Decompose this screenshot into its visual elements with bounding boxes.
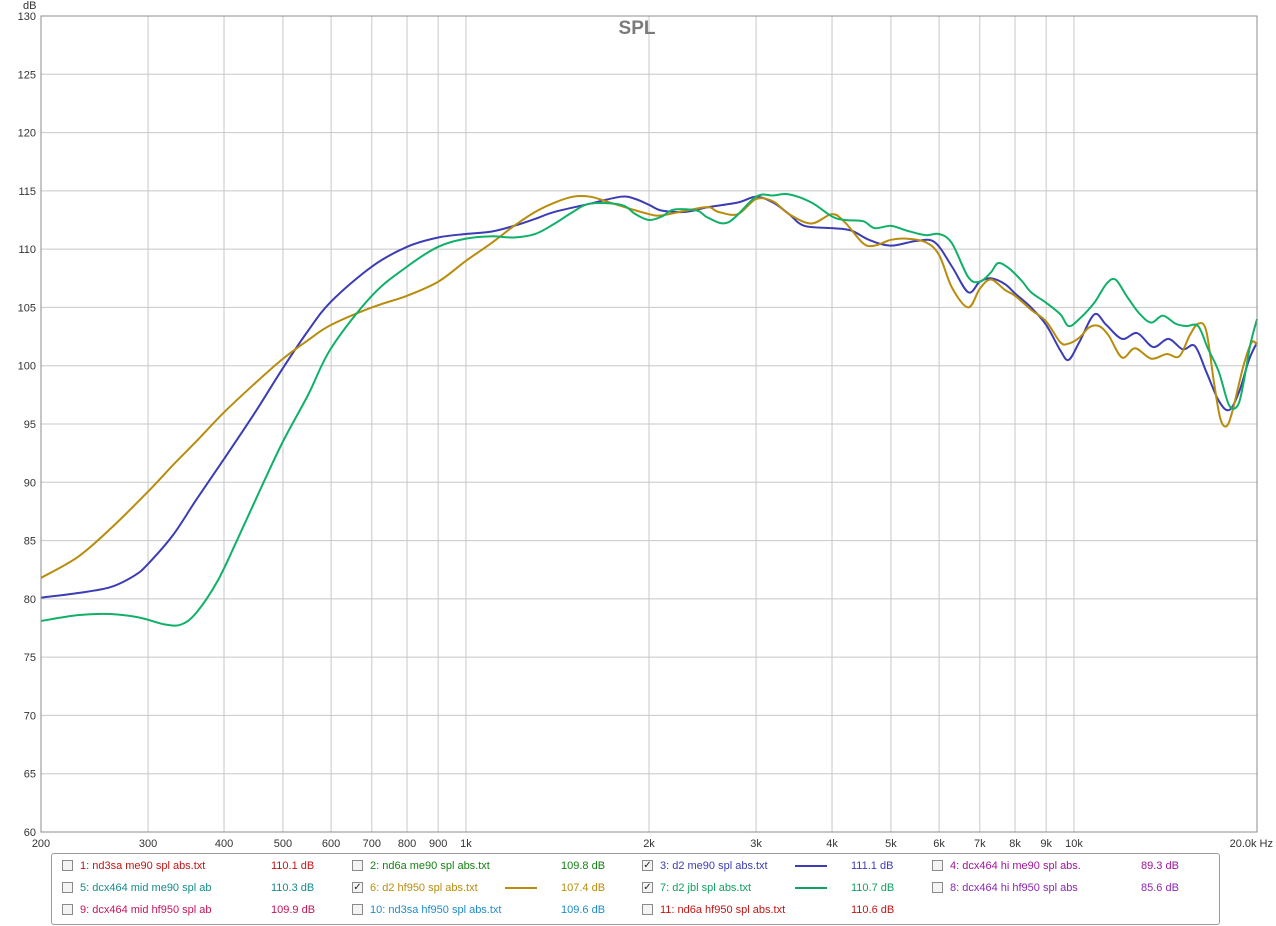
y-axis-unit-label: dB bbox=[23, 0, 36, 12]
x-tick-label: 20.0k Hz bbox=[1230, 838, 1273, 850]
legend-label: 1: nd3sa me90 spl abs.txt bbox=[80, 860, 206, 872]
y-tick-label: 90 bbox=[24, 477, 36, 489]
y-tick-label: 125 bbox=[18, 69, 36, 81]
legend-checkbox[interactable] bbox=[932, 860, 943, 871]
y-tick-label: 70 bbox=[24, 710, 36, 722]
legend-item: ✓ 3: d2 me90 spl abs.txt 111.1 dB bbox=[642, 858, 927, 874]
x-tick-label: 1k bbox=[460, 838, 472, 850]
x-tick-labels: 200 300 400 500 600 700 800 900 1k 2k 3k 4k 5k 6k 7k 8k… bbox=[32, 838, 1273, 850]
legend-checkbox[interactable]: ✓ bbox=[642, 882, 653, 893]
x-tick-label: 200 bbox=[32, 838, 50, 850]
legend-value: 110.1 dB bbox=[271, 860, 315, 872]
chart-title: SPL bbox=[619, 18, 656, 39]
legend-swatch bbox=[795, 865, 827, 867]
legend-label: 6: d2 hf950 spl abs.txt bbox=[370, 882, 478, 894]
y-tick-label: 85 bbox=[24, 536, 36, 548]
legend-item: 11: nd6a hf950 spl abs.txt 110.6 dB bbox=[642, 902, 927, 918]
legend-item: 8: dcx464 hi hf950 spl abs 85.6 dB bbox=[932, 880, 1217, 896]
series-line-2 bbox=[40, 195, 1258, 579]
legend-label: 7: d2 jbl spl abs.txt bbox=[660, 882, 752, 894]
legend-value: 110.6 dB bbox=[851, 904, 895, 916]
x-tick-label: 10k bbox=[1065, 838, 1083, 850]
legend-checkbox[interactable] bbox=[62, 904, 73, 915]
legend-item: 9: dcx464 mid hf950 spl ab 109.9 dB bbox=[62, 902, 347, 918]
legend-item: 10: nd3sa hf950 spl abs.txt 109.6 dB bbox=[352, 902, 637, 918]
legend-item: 5: dcx464 mid me90 spl ab 110.3 dB bbox=[62, 880, 347, 896]
legend-item: ✓ 7: d2 jbl spl abs.txt 110.7 dB bbox=[642, 880, 927, 896]
y-tick-label: 60 bbox=[24, 827, 36, 839]
legend-value: 109.6 dB bbox=[561, 904, 606, 916]
legend-value: 89.3 dB bbox=[1141, 860, 1179, 872]
legend-value: 107.4 dB bbox=[561, 882, 606, 894]
legend-checkbox[interactable] bbox=[642, 904, 653, 915]
legend-checkbox[interactable] bbox=[932, 882, 943, 893]
legend-panel: 1: nd3sa me90 spl abs.txt 110.1 dB 2: nd6a… bbox=[51, 853, 1220, 925]
x-tick-label: 3k bbox=[750, 838, 762, 850]
x-tick-label: 900 bbox=[429, 838, 447, 850]
legend-value: 85.6 dB bbox=[1141, 882, 1179, 894]
legend-item: ✓ 6: d2 hf950 spl abs.txt 107.4 dB bbox=[352, 880, 637, 896]
x-tick-label: 2k bbox=[643, 838, 655, 850]
y-tick-label: 105 bbox=[18, 302, 36, 314]
legend-swatch bbox=[505, 887, 537, 889]
x-tick-label: 5k bbox=[885, 838, 897, 850]
legend-label: 8: dcx464 hi hf950 spl abs bbox=[950, 882, 1078, 894]
x-tick-label: 9k bbox=[1040, 838, 1052, 850]
legend-checkbox[interactable]: ✓ bbox=[642, 860, 653, 871]
legend-label: 10: nd3sa hf950 spl abs.txt bbox=[370, 904, 502, 916]
legend-item: 2: nd6a me90 spl abs.txt 109.8 dB bbox=[352, 858, 637, 874]
y-tick-label: 130 bbox=[18, 11, 36, 23]
legend-value: 110.7 dB bbox=[851, 882, 895, 894]
legend-swatch bbox=[795, 887, 827, 889]
plot-border bbox=[40, 15, 1258, 833]
series-lines bbox=[40, 192, 1258, 627]
y-tick-label: 75 bbox=[24, 652, 36, 664]
legend-checkbox[interactable] bbox=[62, 882, 73, 893]
y-tick-label: 100 bbox=[18, 361, 36, 373]
legend-item: 4: dcx464 hi me90 spl abs. 89.3 dB bbox=[932, 858, 1217, 874]
y-tick-labels: 60 65 70 75 80 85 90 95 100 105 110 115 120 125 130 bbox=[18, 11, 36, 839]
legend-value: 111.1 dB bbox=[851, 860, 894, 872]
legend-label: 4: dcx464 hi me90 spl abs. bbox=[950, 860, 1081, 872]
legend-value: 109.9 dB bbox=[271, 904, 316, 916]
legend-checkbox[interactable]: ✓ bbox=[352, 882, 363, 893]
y-tick-label: 110 bbox=[18, 244, 36, 256]
legend-checkbox[interactable] bbox=[62, 860, 73, 871]
x-tick-label: 400 bbox=[215, 838, 233, 850]
x-tick-label: 700 bbox=[363, 838, 381, 850]
legend-checkbox[interactable] bbox=[352, 860, 363, 871]
legend-label: 11: nd6a hf950 spl abs.txt bbox=[660, 904, 786, 916]
y-tick-label: 80 bbox=[24, 594, 36, 606]
y-tick-label: 120 bbox=[18, 128, 36, 140]
spl-chart: 60 65 70 75 80 85 90 95 100 105 110 115 120 125 130 20… bbox=[18, 0, 1273, 850]
grid-lines bbox=[41, 16, 1257, 832]
x-tick-label: 7k bbox=[974, 838, 986, 850]
legend-label: 2: nd6a me90 spl abs.txt bbox=[370, 860, 490, 872]
legend-value: 110.3 dB bbox=[271, 882, 315, 894]
y-tick-label: 115 bbox=[18, 186, 36, 198]
x-tick-label: 300 bbox=[139, 838, 157, 850]
y-tick-label: 95 bbox=[24, 419, 36, 431]
y-tick-label: 65 bbox=[24, 769, 36, 781]
series-line-1 bbox=[40, 195, 1258, 599]
legend-value: 109.8 dB bbox=[561, 860, 606, 872]
x-tick-label: 600 bbox=[322, 838, 340, 850]
legend-label: 3: d2 me90 spl abs.txt bbox=[660, 860, 768, 872]
x-tick-label: 800 bbox=[398, 838, 416, 850]
x-tick-label: 500 bbox=[274, 838, 292, 850]
series-line-3 bbox=[40, 192, 1258, 627]
legend-label: 5: dcx464 mid me90 spl ab bbox=[80, 882, 212, 894]
legend-checkbox[interactable] bbox=[352, 904, 363, 915]
x-tick-label: 8k bbox=[1009, 838, 1021, 850]
x-tick-label: 6k bbox=[933, 838, 945, 850]
legend-item: 1: nd3sa me90 spl abs.txt 110.1 dB bbox=[62, 858, 347, 874]
x-tick-label: 4k bbox=[826, 838, 838, 850]
legend-label: 9: dcx464 mid hf950 spl ab bbox=[80, 904, 212, 916]
